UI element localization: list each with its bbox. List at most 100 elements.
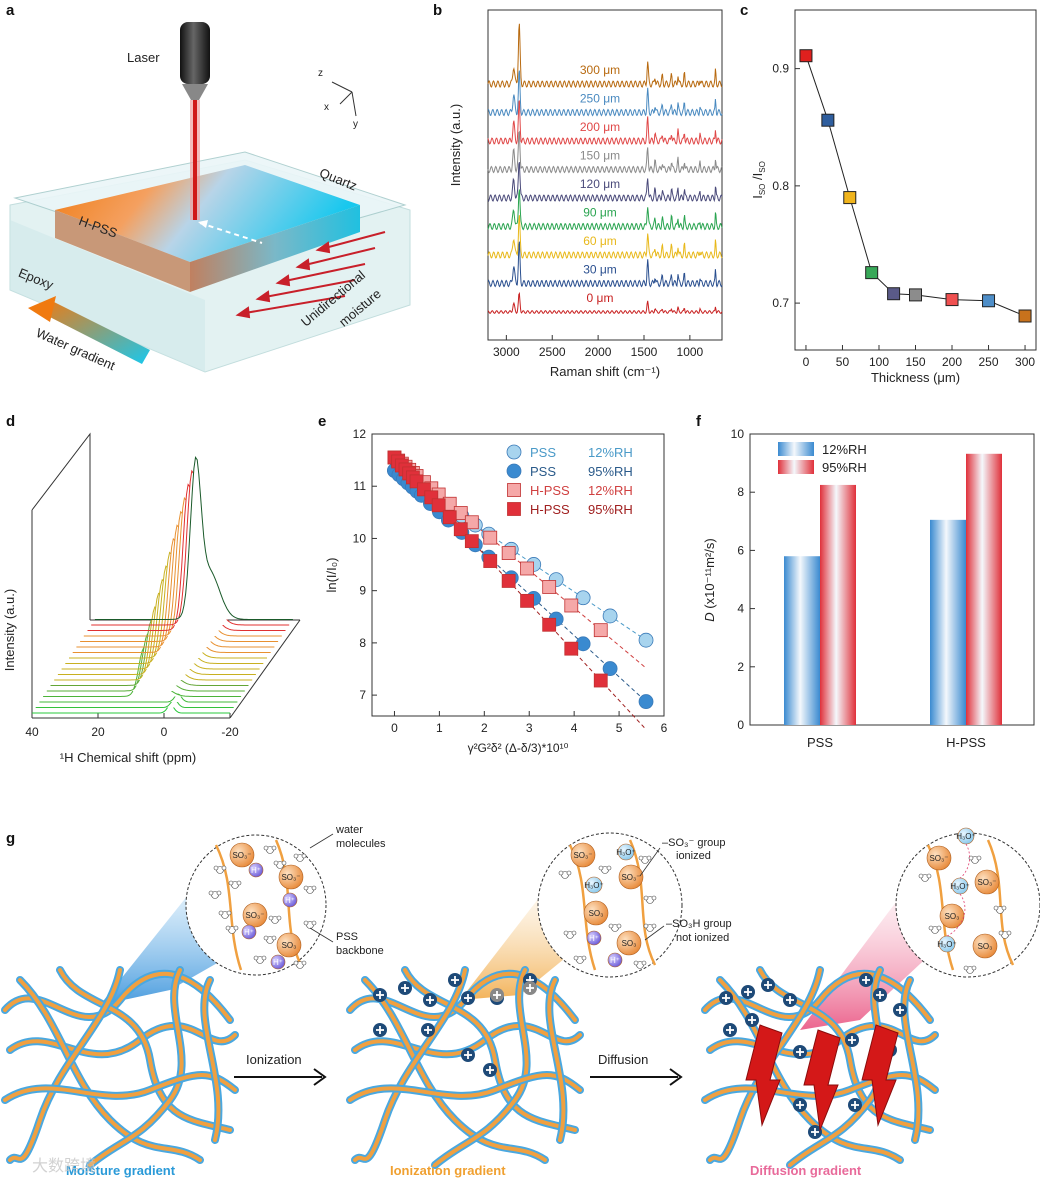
x-tick-label-4: 4 (571, 721, 578, 735)
z2-hp-1-label: H⁺ (589, 934, 599, 943)
z1-water-7-h1 (233, 925, 239, 931)
pss-backbone-label-2: backbone (336, 945, 384, 957)
bar-0-0 (784, 556, 820, 725)
z1-water-11-h1 (261, 955, 267, 961)
raman-label-5: 150 μm (580, 149, 620, 163)
z3-so3m-1 (926, 845, 952, 871)
panel-d-nmr-chart: 40 20 0 -20 ¹H Chemical shift (ppm) Intensity… (2, 432, 301, 765)
point-s1-17 (602, 661, 618, 676)
z3-water-2-h2 (993, 905, 999, 911)
y-tick-label-2: 4 (737, 602, 744, 616)
axes-triad (331, 81, 357, 117)
x-tick-label-0: 3000 (493, 345, 520, 359)
raman-label-3: 90 μm (583, 206, 617, 220)
backbone-strand-4 (8, 968, 122, 1162)
z2-hp-2 (607, 952, 623, 968)
point-s3-17 (564, 641, 579, 656)
y-axis-label: Intensity (a.u.) (448, 104, 463, 186)
x-axis-label: Raman shift (cm⁻¹) (550, 364, 660, 379)
laser-label: Laser (127, 50, 160, 65)
y-tick-label-3: 6 (737, 543, 744, 557)
z3-water-1-h1 (976, 855, 982, 861)
z2-h3o-2-label: H₃O⁺ (584, 881, 603, 890)
data-point-2 (843, 191, 857, 205)
z3-water-0-h1 (926, 873, 932, 879)
backbone-strand-6 (3, 1073, 237, 1102)
z1-water-13-h2 (208, 890, 214, 896)
x-axis-label: ¹H Chemical shift (ppm) (60, 750, 197, 765)
watermark: 大数跨境 (32, 1158, 97, 1175)
z2-so3m-1-label: SO₃⁻ (573, 851, 592, 860)
panel-label-g: g (6, 830, 16, 847)
z3-water-4-h1 (971, 965, 977, 971)
bar-1-1 (966, 453, 1002, 725)
point-s3-12 (464, 534, 479, 549)
so3h-not-ionized-label-1: –SO₃H group (666, 918, 732, 930)
backbone-strand-2 (363, 978, 547, 1162)
laser-body (180, 22, 210, 84)
point-s2-17 (564, 598, 579, 613)
z1-water-7-h2 (225, 925, 231, 931)
z2-water-3-h1 (651, 895, 657, 901)
raman-label-8: 300 μm (580, 63, 620, 77)
z1-water-5-h1 (311, 885, 317, 891)
raman-label-0: 0 μm (587, 291, 614, 305)
z2-so3-2 (616, 930, 642, 956)
backbone-strand-2 (18, 978, 202, 1162)
z2-water-0-h2 (558, 870, 564, 876)
z3-so3-2-label: SO₃ (978, 942, 993, 951)
x-tick-label-1: 2500 (539, 345, 566, 359)
panel-b-raman-chart: 3000 2500 2000 1500 1000 Raman shift (cm⁻¹) In… (448, 9, 723, 379)
z3-water-4-h2 (963, 965, 969, 971)
z2-callout-2 (644, 925, 665, 941)
z1-so3m-3 (242, 902, 268, 928)
point-s3-16 (542, 617, 557, 632)
nmr-trace-17 (32, 704, 230, 714)
point-s1-18 (638, 694, 654, 709)
backbone-strand-5 (433, 968, 529, 1167)
z1-water-9-h1 (311, 920, 317, 926)
z1-hp-2 (282, 892, 298, 908)
x-tick-label-4: 200 (942, 355, 962, 369)
network-moisture (1, 966, 239, 1169)
so3h-not-ionized-label-2: not ionized (676, 932, 730, 944)
nmr-trace-15 (39, 693, 238, 703)
backbone-strand-7 (902, 978, 921, 1142)
y-tick-label-2: 9 (359, 584, 366, 598)
point-s3-15 (520, 593, 534, 608)
z2-water-7-h1 (581, 955, 587, 961)
z3-water-3-h1 (936, 925, 942, 931)
y-tick-label-4: 8 (737, 485, 744, 499)
diffusion-arrow-1 (803, 1029, 841, 1132)
z2-water-3-h2 (643, 895, 649, 901)
hpss-top (55, 165, 360, 262)
point-s0-18 (638, 632, 654, 648)
axis-x-label: x (324, 102, 329, 113)
raman-label-2: 60 μm (583, 234, 617, 248)
legend-swatch-1 (778, 460, 814, 474)
plot-frame (371, 433, 665, 717)
x-tick-label-3: 1500 (631, 345, 658, 359)
so3-ionized-label-1: –SO₃⁻ group (662, 837, 726, 849)
zoom-circle-3 (895, 832, 1040, 978)
z3-chain-2 (986, 839, 1015, 966)
z1-water-4-h2 (293, 853, 299, 859)
panel-c-ratio-chart: 0 50 100 150 200 250 300 0.7 0.8 0.9 Thickness (μm… (750, 9, 1037, 385)
z3-so3m-2-label: SO₃⁻ (977, 878, 996, 887)
legend-marker-2 (507, 483, 521, 497)
x-tick-label-2: 2000 (585, 345, 612, 359)
x-tick-label-2: 100 (869, 355, 889, 369)
raman-trace-2 (487, 215, 723, 259)
raman-trace-3 (487, 189, 723, 231)
legend-cond-0: 12%RH (588, 445, 633, 460)
z1-water-0-h1 (221, 865, 227, 871)
legend-name-1: PSS (530, 464, 556, 479)
ionization-gradient-label: Ionization gradient (390, 1163, 506, 1178)
y-tick-label-1: 8 (359, 636, 366, 650)
z2-so3m-2-label: SO₃⁻ (621, 873, 640, 882)
z1-so3-1-label: SO₃ (282, 941, 297, 950)
z1-water-5-h2 (303, 885, 309, 891)
pss-backbone-label-1: PSS (336, 931, 359, 943)
raman-label-7: 250 μm (580, 92, 620, 106)
